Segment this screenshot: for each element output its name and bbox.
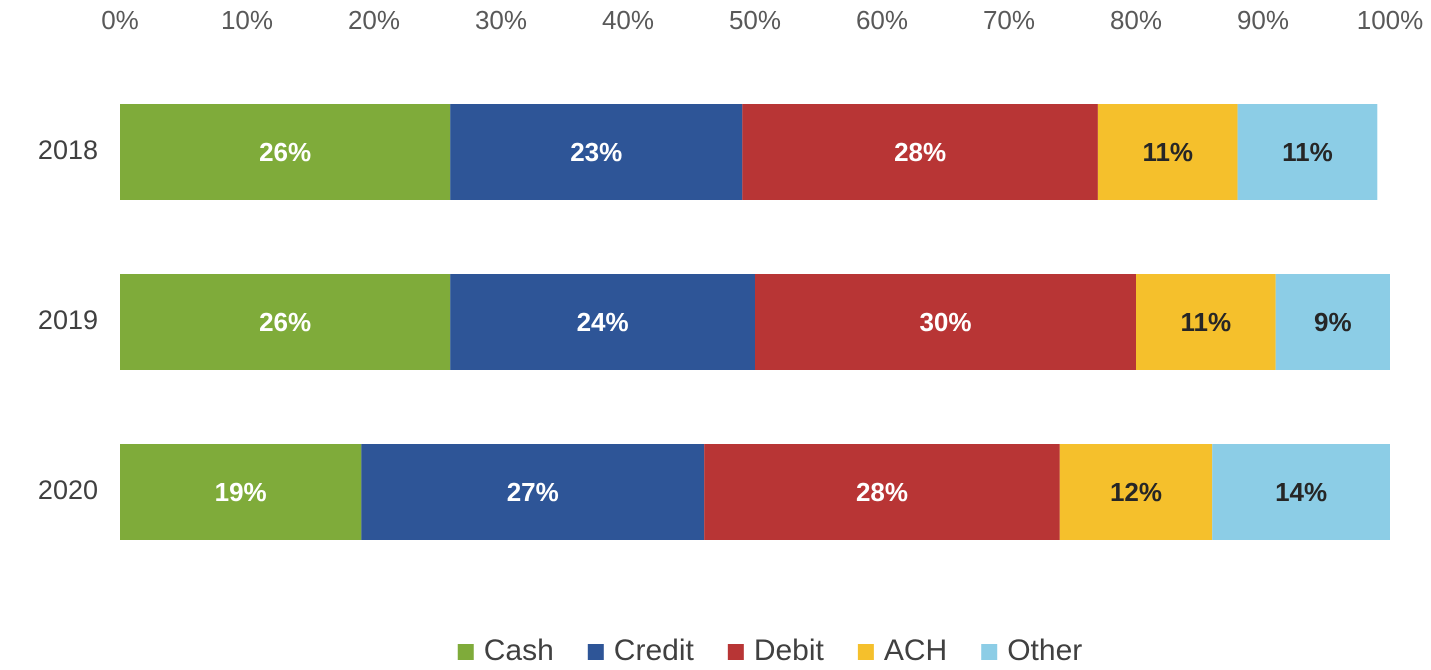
y-tick-label: 2018 (38, 135, 98, 165)
bar-segment (361, 444, 705, 540)
bar-segment (1212, 444, 1390, 540)
legend-swatch (857, 644, 874, 660)
bar-segment (704, 444, 1060, 540)
bar-segment (742, 104, 1098, 200)
bar-segment (1097, 104, 1238, 200)
legend-label: Other (1007, 634, 1082, 667)
bar-segment (1275, 274, 1390, 370)
bar-segment (120, 104, 451, 200)
data-label: 28% (856, 477, 908, 507)
x-tick-label: 0% (101, 5, 139, 35)
data-label: 11% (1282, 137, 1333, 167)
data-label: 11% (1142, 137, 1193, 167)
x-tick-label: 80% (1110, 5, 1162, 35)
legend-label: Cash (484, 634, 554, 667)
x-tick-label: 50% (729, 5, 781, 35)
x-tick-label: 90% (1237, 5, 1289, 35)
legend: Cash Credit Debit ACH Other (457, 634, 1082, 667)
x-tick-label: 100% (1357, 5, 1424, 35)
data-label: 12% (1110, 477, 1162, 507)
data-label: 27% (507, 477, 559, 507)
data-label: 14% (1275, 477, 1327, 507)
legend-label: ACH (884, 634, 947, 667)
x-tick-label: 70% (983, 5, 1035, 35)
y-tick-label: 2020 (38, 475, 98, 505)
legend-swatch (981, 644, 998, 660)
data-label: 9% (1314, 307, 1352, 337)
bar-segment (1059, 444, 1213, 540)
data-label: 26% (259, 307, 311, 337)
x-tick-label: 10% (221, 5, 273, 35)
x-tick-label: 20% (348, 5, 400, 35)
x-tick-label: 30% (475, 5, 527, 35)
y-tick-label: 2019 (38, 305, 98, 335)
data-label: 23% (570, 137, 622, 167)
legend-swatch (727, 644, 744, 660)
legend-swatch (457, 644, 474, 660)
bar-segment (755, 274, 1136, 370)
bar-segment (450, 274, 755, 370)
bar-segment (1136, 274, 1276, 370)
bar-segment (1237, 104, 1378, 200)
bar-segment (450, 104, 743, 200)
data-label: 28% (894, 137, 946, 167)
bar-segment (120, 274, 451, 370)
legend-swatch (587, 644, 604, 660)
data-label: 19% (215, 477, 267, 507)
x-tick-label: 60% (856, 5, 908, 35)
data-label: 30% (919, 307, 971, 337)
data-label: 11% (1181, 307, 1232, 337)
legend-label: Credit (614, 634, 695, 667)
bar-segment (120, 444, 362, 540)
data-label: 24% (577, 307, 629, 337)
x-tick-label: 40% (602, 5, 654, 35)
data-label: 26% (259, 137, 311, 167)
legend-label: Debit (754, 634, 825, 667)
